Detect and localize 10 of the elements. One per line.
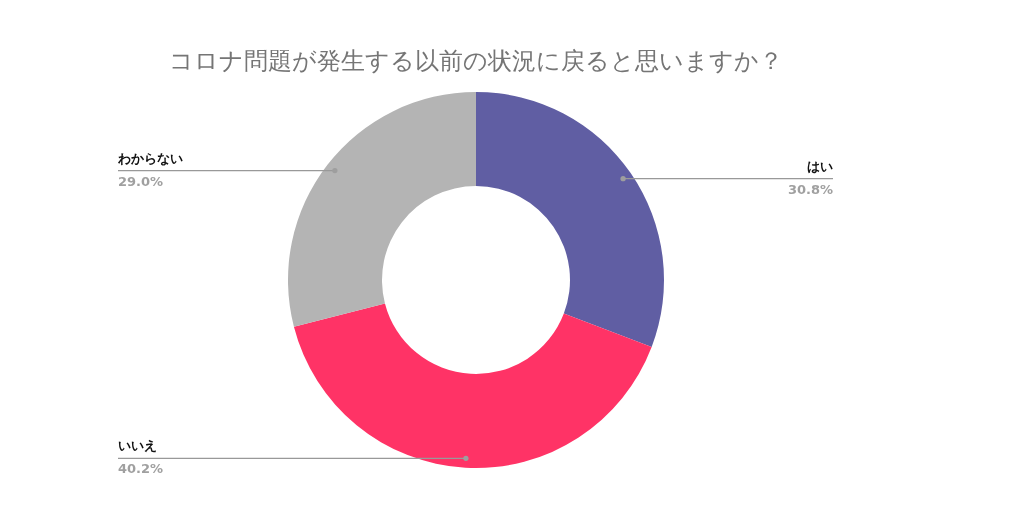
- data-label: 40.2%: [118, 461, 164, 477]
- slice-label: わからない: [117, 150, 183, 166]
- data-label: 29.0%: [118, 173, 164, 189]
- chart-title: コロナ問題が発生する以前の状況に戻ると思いますか？: [169, 47, 783, 75]
- data-label: 30.8%: [787, 181, 833, 197]
- donut-slice: [288, 92, 476, 327]
- slice-label: いいえ: [118, 438, 157, 454]
- donut-slice: [293, 303, 652, 468]
- donut-slice: [476, 92, 664, 348]
- slice-label: はい: [807, 158, 833, 174]
